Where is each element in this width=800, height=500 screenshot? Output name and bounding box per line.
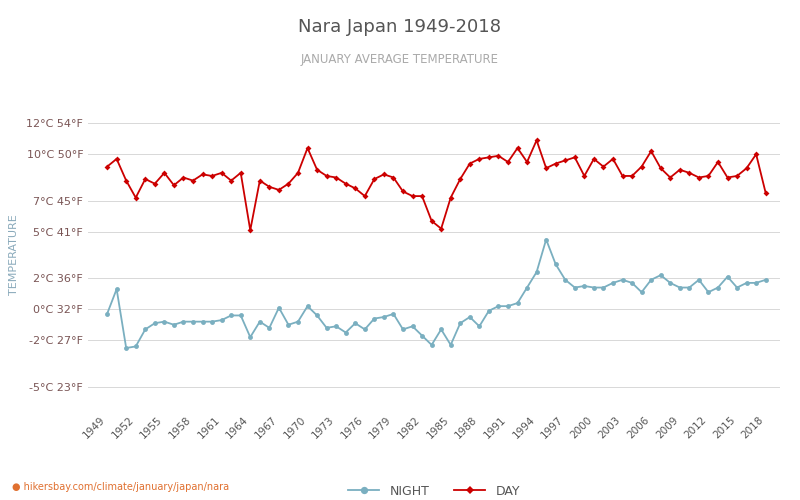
NIGHT	[265, 325, 274, 331]
NIGHT	[685, 284, 694, 290]
DAY	[685, 170, 694, 176]
DAY	[312, 167, 322, 173]
DAY	[474, 156, 484, 162]
DAY	[188, 178, 198, 184]
Line: NIGHT: NIGHT	[105, 237, 768, 350]
Text: ● hikersbay.com/climate/january/japan/nara: ● hikersbay.com/climate/january/japan/na…	[12, 482, 229, 492]
Text: Nara Japan 1949-2018: Nara Japan 1949-2018	[298, 18, 502, 36]
Y-axis label: TEMPERATURE: TEMPERATURE	[10, 214, 19, 296]
NIGHT	[542, 236, 551, 242]
DAY	[246, 227, 255, 233]
NIGHT	[389, 311, 398, 317]
Text: JANUARY AVERAGE TEMPERATURE: JANUARY AVERAGE TEMPERATURE	[301, 52, 499, 66]
NIGHT	[474, 324, 484, 330]
NIGHT	[122, 345, 131, 351]
DAY	[532, 138, 542, 143]
NIGHT	[102, 311, 112, 317]
DAY	[265, 184, 274, 190]
DAY	[102, 164, 112, 170]
DAY	[761, 190, 770, 196]
DAY	[389, 174, 398, 180]
NIGHT	[312, 312, 322, 318]
Legend: NIGHT, DAY: NIGHT, DAY	[343, 480, 525, 500]
NIGHT	[761, 277, 770, 283]
Line: DAY: DAY	[105, 138, 768, 232]
NIGHT	[198, 318, 207, 324]
